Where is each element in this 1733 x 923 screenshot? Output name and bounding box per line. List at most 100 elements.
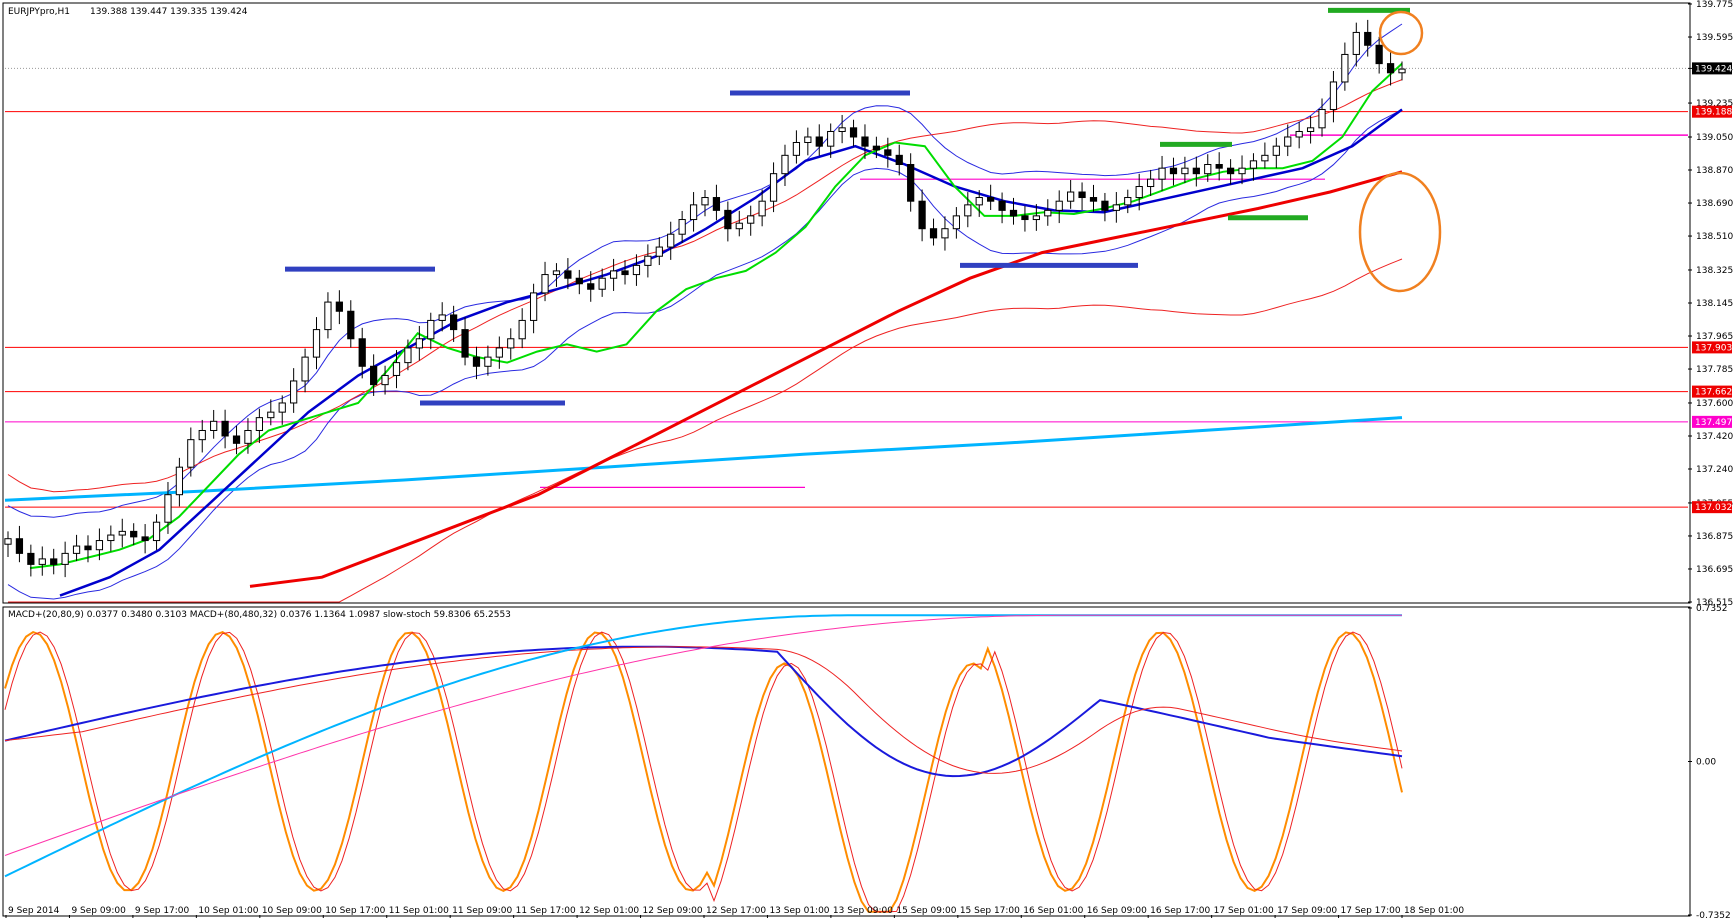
- level-price-tag: [1692, 105, 1732, 118]
- candle-body: [1306, 127, 1315, 132]
- level-price-label: 137.903: [1695, 343, 1732, 353]
- time-axis-label: 11 Sep 09:00: [452, 906, 512, 916]
- candle-body: [964, 204, 972, 217]
- price-axis-label: 139.050: [1696, 133, 1733, 143]
- candle-body: [987, 197, 995, 202]
- candle-body: [678, 219, 686, 235]
- candle-body: [1135, 186, 1143, 199]
- candle-body: [895, 154, 903, 166]
- candle-body: [38, 558, 46, 565]
- price-axis-label: 137.785: [1696, 365, 1733, 375]
- candle-body: [507, 338, 515, 349]
- time-axis-label: 11 Sep 01:00: [389, 906, 449, 916]
- candle-body: [632, 264, 641, 276]
- level-price-label: 139.188: [1695, 108, 1732, 118]
- candle-body: [472, 356, 481, 367]
- indicator-header: MACD+(20,80,9) 0.0377 0.3480 0.3103 MACD…: [8, 610, 511, 620]
- candle-body: [107, 534, 115, 542]
- candle-body: [278, 402, 286, 413]
- candle-body: [84, 545, 92, 551]
- candle-body: [495, 347, 503, 358]
- price-axis-label: 136.695: [1696, 565, 1733, 575]
- level-price-tag: [1692, 385, 1732, 398]
- time-axis-label: 17 Sep 09:00: [1277, 906, 1337, 916]
- price-axis-label: 139.595: [1696, 33, 1733, 43]
- time-axis-label: 10 Sep 09:00: [262, 906, 322, 916]
- indicator-axis-label: 0.00: [1696, 758, 1716, 768]
- price-axis-label: 137.600: [1696, 399, 1733, 409]
- time-axis-label: 17 Sep 17:00: [1341, 906, 1401, 916]
- price-axis-label: 136.875: [1696, 532, 1733, 542]
- candle-body: [1089, 197, 1098, 202]
- candle-body: [50, 558, 58, 565]
- candle-body: [1375, 44, 1383, 65]
- level-price-tag: [1692, 501, 1732, 514]
- candle-body: [4, 538, 12, 545]
- chart-header-ohlc: 139.388 139.447 139.335 139.424: [90, 7, 248, 17]
- candle-body: [769, 173, 778, 202]
- candle-body: [1147, 178, 1155, 188]
- candle-body: [529, 292, 538, 321]
- macd-slow-signal: [4, 614, 1402, 856]
- bollinger-upper-red: [7, 79, 1403, 493]
- candle-body: [1021, 215, 1029, 221]
- candle-body: [872, 145, 881, 151]
- candle-body: [1044, 209, 1052, 217]
- time-axis-label: 15 Sep 09:00: [896, 906, 956, 916]
- candle-body: [347, 310, 355, 340]
- time-axis-label: 15 Sep 17:00: [960, 906, 1020, 916]
- time-axis-label: 12 Sep 01:00: [579, 906, 639, 916]
- time-axis-label: 16 Sep 09:00: [1087, 906, 1147, 916]
- price-axis-label: 136.515: [1696, 598, 1733, 608]
- candle-body: [1181, 167, 1189, 175]
- candle-body: [187, 439, 195, 468]
- candle-body: [232, 435, 241, 444]
- candle-body: [735, 222, 743, 230]
- candle-body: [1341, 53, 1349, 83]
- candle-body: [907, 164, 915, 202]
- annotation-circle-top[interactable]: [1378, 10, 1424, 56]
- candle-body: [255, 417, 263, 431]
- candle-body: [541, 274, 549, 294]
- candle-body: [587, 283, 595, 290]
- candle-body: [381, 374, 389, 386]
- price-axis-label: 137.965: [1696, 332, 1733, 342]
- candle-body: [438, 314, 446, 321]
- time-axis-label: 10 Sep 01:00: [198, 906, 258, 916]
- candle-body: [290, 380, 298, 404]
- candle-body: [267, 411, 275, 419]
- candle-body: [404, 347, 412, 364]
- price-axis-label: 139.235: [1696, 99, 1733, 109]
- time-axis-label: 12 Sep 09:00: [643, 906, 703, 916]
- candle-body: [141, 536, 149, 542]
- candle-body: [130, 530, 138, 538]
- candle-body: [827, 130, 835, 147]
- candle-body: [998, 200, 1006, 211]
- candle-body: [1398, 68, 1406, 74]
- price-axis-label: 139.775: [1696, 0, 1733, 10]
- price-axis-label: 138.870: [1696, 166, 1733, 176]
- candle-body: [244, 429, 252, 444]
- candle-body: [1364, 31, 1372, 46]
- candle-body: [518, 319, 526, 340]
- time-axis-label: 9 Sep 2014: [8, 906, 60, 916]
- candle-body: [815, 136, 823, 147]
- time-axis-label: 16 Sep 17:00: [1150, 906, 1210, 916]
- candle-body: [1318, 108, 1326, 129]
- candle-body: [861, 136, 869, 147]
- time-axis-label: 9 Sep 09:00: [71, 906, 126, 916]
- candle-body: [838, 127, 846, 132]
- candle-body: [1329, 81, 1338, 110]
- time-axis-label: 9 Sep 17:00: [135, 906, 190, 916]
- price-axis-label: 138.325: [1696, 266, 1733, 276]
- candle-body: [655, 246, 663, 257]
- candle-body: [724, 209, 732, 230]
- time-axis-label: 17 Sep 01:00: [1214, 906, 1274, 916]
- level-price-tag: [1692, 415, 1732, 428]
- candle-body: [210, 420, 218, 431]
- candle-body: [427, 319, 435, 340]
- annotation-ellipse[interactable]: [1358, 171, 1442, 293]
- candle-body: [15, 538, 24, 554]
